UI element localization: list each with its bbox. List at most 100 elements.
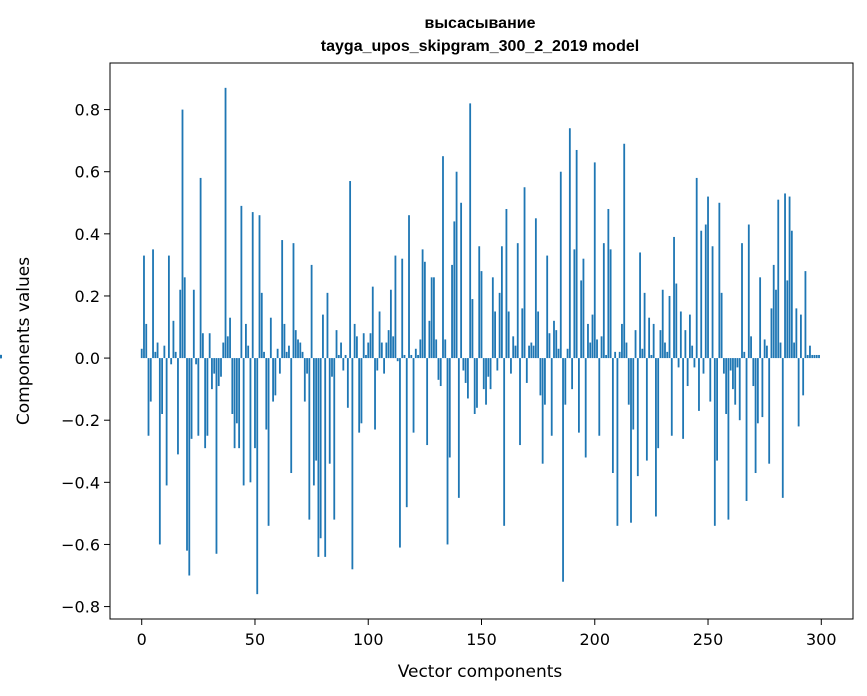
bar-14 xyxy=(172,320,175,359)
bar-32 xyxy=(213,358,216,374)
bar-223 xyxy=(645,358,648,461)
bar-160 xyxy=(503,358,506,526)
x-axis-ticks: 0 50 100 150 200 250 300 xyxy=(137,619,837,649)
bar-109 xyxy=(387,330,390,359)
bar-201 xyxy=(596,339,598,359)
bar-63 xyxy=(283,323,286,359)
bar-204 xyxy=(602,243,605,359)
bar-11 xyxy=(165,358,168,486)
bar-12 xyxy=(167,255,170,359)
bar-217 xyxy=(632,358,635,430)
bar-75 xyxy=(310,264,313,359)
bar-100 xyxy=(367,342,370,359)
x-tick-label: 0 xyxy=(137,630,147,649)
bar-36 xyxy=(222,342,225,359)
bar-283 xyxy=(781,358,784,498)
bar-70 xyxy=(299,342,302,359)
bar-174 xyxy=(534,218,537,359)
bar-257 xyxy=(722,358,725,374)
bar-173 xyxy=(532,345,535,359)
bar-200 xyxy=(593,162,596,359)
bar-110 xyxy=(389,289,392,359)
bar-207 xyxy=(609,249,612,359)
bar-255 xyxy=(718,202,721,359)
bar-198 xyxy=(589,342,592,359)
bar-299 xyxy=(818,354,820,359)
bar-159 xyxy=(500,246,503,359)
bar-71 xyxy=(301,351,304,359)
bar-128 xyxy=(430,277,433,359)
bar-150 xyxy=(480,271,483,359)
bar-219 xyxy=(636,358,639,477)
x-tick-label: 100 xyxy=(353,630,384,649)
bar-137 xyxy=(451,264,453,359)
bar-293 xyxy=(804,271,807,359)
bar-80 xyxy=(322,314,324,359)
bar-28 xyxy=(204,358,207,449)
bar-271 xyxy=(754,358,757,474)
bar-162 xyxy=(507,311,510,359)
bar-68 xyxy=(294,330,297,359)
bar-33 xyxy=(215,358,218,554)
bar-195 xyxy=(582,258,585,359)
bar-45 xyxy=(242,358,245,486)
y-tick-label: −0.6 xyxy=(61,535,100,554)
bar-287 xyxy=(790,230,793,359)
bar-82 xyxy=(326,292,329,359)
bar-155 xyxy=(491,277,494,359)
bar-239 xyxy=(682,358,685,439)
bar-267 xyxy=(745,358,748,501)
bar-253 xyxy=(713,358,716,526)
bar-108 xyxy=(385,342,388,359)
bar-221 xyxy=(641,348,644,359)
bar-62 xyxy=(281,240,284,359)
bar-0 xyxy=(140,348,143,359)
bar-101 xyxy=(369,333,372,359)
bar-277 xyxy=(768,358,771,464)
bar-134 xyxy=(444,339,447,359)
bar-153 xyxy=(487,358,490,377)
bar-272 xyxy=(756,358,759,424)
bar-89 xyxy=(342,358,345,371)
bar-90 xyxy=(344,354,347,359)
y-tick-label: −0.2 xyxy=(61,411,100,430)
bar-199 xyxy=(591,314,594,359)
bar-164 xyxy=(512,336,515,359)
bar-10 xyxy=(163,345,166,359)
bar-131 xyxy=(437,358,440,380)
bar-73 xyxy=(306,358,308,374)
bar-88 xyxy=(340,342,342,359)
bar-188 xyxy=(566,348,569,359)
bar-85 xyxy=(333,358,336,520)
bar-97 xyxy=(360,358,363,424)
bar-158 xyxy=(498,292,501,359)
bar-124 xyxy=(421,249,424,359)
bar-298 xyxy=(815,354,818,359)
bar-123 xyxy=(419,339,422,359)
bar-261 xyxy=(732,358,734,390)
bar-234 xyxy=(670,358,673,436)
bar-185 xyxy=(559,171,562,359)
y-tick-label: −0.8 xyxy=(61,598,100,617)
bar-295 xyxy=(809,345,811,359)
y-tick-label: 0.6 xyxy=(75,163,100,182)
bar-254 xyxy=(716,358,718,461)
bar-81 xyxy=(324,358,327,557)
bar-227 xyxy=(655,358,657,517)
bar-170 xyxy=(525,358,528,383)
bar-31 xyxy=(211,358,213,390)
bar-210 xyxy=(616,358,619,526)
bar-286 xyxy=(788,196,791,359)
bar-228 xyxy=(657,358,660,449)
bar-29 xyxy=(206,358,209,436)
bar-189 xyxy=(568,128,571,359)
bar-177 xyxy=(541,358,544,464)
bar-8 xyxy=(158,358,161,545)
bar-139 xyxy=(455,171,458,359)
y-axis-label: Components values xyxy=(14,257,34,425)
chart-subtitle: tayga_upos_skipgram_300_2_2019 model xyxy=(321,38,639,55)
bar-72 xyxy=(303,358,306,402)
bar-220 xyxy=(639,252,641,359)
bar-167 xyxy=(519,358,521,446)
bar-291 xyxy=(799,314,802,359)
